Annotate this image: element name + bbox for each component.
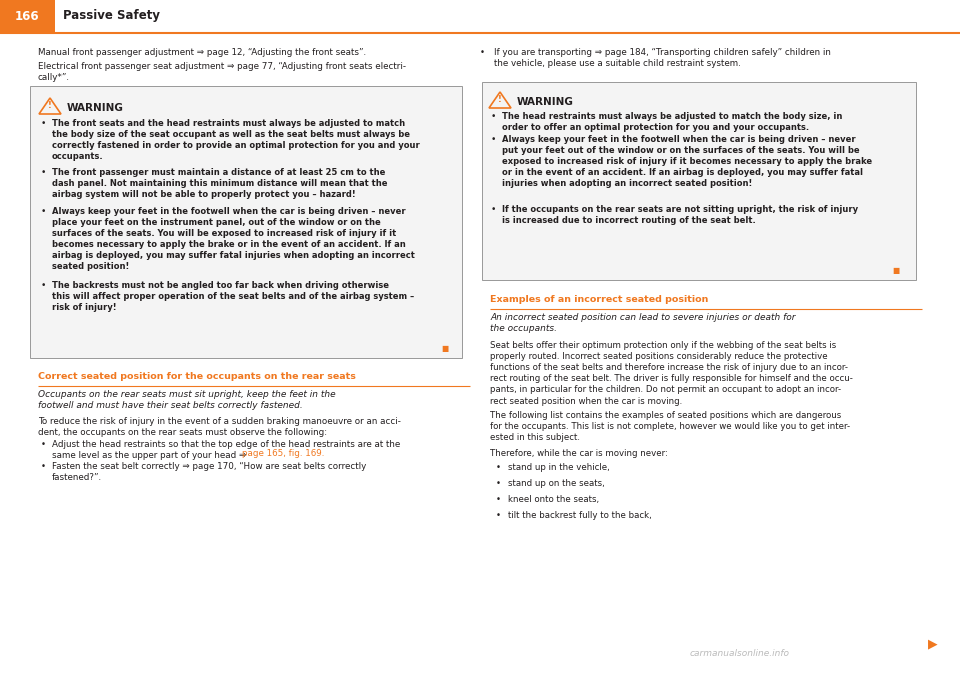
Text: page 165, fig. 169.: page 165, fig. 169. bbox=[242, 449, 324, 458]
Text: Therefore, while the car is moving never:: Therefore, while the car is moving never… bbox=[490, 449, 668, 458]
Text: The following list contains the examples of seated positions which are dangerous: The following list contains the examples… bbox=[490, 411, 851, 442]
Bar bbox=[0, 0, 55, 32]
Text: To reduce the risk of injury in the event of a sudden braking manoeuvre or an ac: To reduce the risk of injury in the even… bbox=[38, 417, 401, 437]
Text: Manual front passenger adjustment ⇒ page 12, “Adjusting the front seats”.: Manual front passenger adjustment ⇒ page… bbox=[38, 48, 366, 57]
Polygon shape bbox=[39, 98, 61, 114]
Text: The front seats and the head restraints must always be adjusted to match
the bod: The front seats and the head restraints … bbox=[52, 119, 420, 161]
Text: ■: ■ bbox=[442, 344, 449, 353]
Text: Electrical front passenger seat adjustment ⇒ page 77, “Adjusting front seats ele: Electrical front passenger seat adjustme… bbox=[38, 62, 406, 83]
Text: •: • bbox=[40, 119, 46, 128]
Text: !: ! bbox=[48, 102, 52, 110]
Text: The head restraints must always be adjusted to match the body size, in
order to : The head restraints must always be adjus… bbox=[502, 112, 842, 132]
Text: 166: 166 bbox=[14, 9, 39, 22]
Text: If the occupants on the rear seats are not sitting upright, the risk of injury
i: If the occupants on the rear seats are n… bbox=[502, 205, 858, 225]
Text: •: • bbox=[491, 135, 495, 144]
Text: •: • bbox=[40, 440, 45, 449]
Text: The front passenger must maintain a distance of at least 25 cm to the
dash panel: The front passenger must maintain a dist… bbox=[52, 168, 388, 199]
Polygon shape bbox=[489, 92, 511, 108]
Text: Fasten the seat belt correctly ⇒ page 170, “How are seat belts correctly
fastene: Fasten the seat belt correctly ⇒ page 17… bbox=[52, 462, 367, 483]
Text: Occupants on the rear seats must sit upright, keep the feet in the
footwell and : Occupants on the rear seats must sit upr… bbox=[38, 390, 336, 411]
Text: Always keep your feet in the footwell when the car is being driven – never
put y: Always keep your feet in the footwell wh… bbox=[502, 135, 872, 188]
Text: !: ! bbox=[498, 96, 502, 104]
Text: •: • bbox=[40, 462, 45, 471]
Text: tilt the backrest fully to the back,: tilt the backrest fully to the back, bbox=[508, 511, 652, 520]
Text: •: • bbox=[495, 463, 500, 472]
Text: •: • bbox=[40, 207, 46, 216]
Text: carmanualsonline.info: carmanualsonline.info bbox=[690, 649, 790, 658]
Text: •: • bbox=[491, 112, 495, 121]
Text: stand up in the vehicle,: stand up in the vehicle, bbox=[508, 463, 610, 472]
Text: Always keep your feet in the footwell when the car is being driven – never
place: Always keep your feet in the footwell wh… bbox=[52, 207, 415, 271]
Text: Seat belts offer their optimum protection only if the webbing of the seat belts : Seat belts offer their optimum protectio… bbox=[490, 341, 852, 406]
Text: Examples of an incorrect seated position: Examples of an incorrect seated position bbox=[490, 295, 708, 304]
Text: •: • bbox=[40, 168, 46, 177]
Text: •: • bbox=[40, 281, 46, 290]
Text: Adjust the head restraints so that the top edge of the head restraints are at th: Adjust the head restraints so that the t… bbox=[52, 440, 400, 460]
Bar bbox=[30, 86, 462, 358]
Text: ■: ■ bbox=[893, 266, 900, 275]
Text: An incorrect seated position can lead to severe injuries or death for
the occupa: An incorrect seated position can lead to… bbox=[490, 313, 796, 333]
Text: •: • bbox=[495, 495, 500, 504]
Text: The backrests must not be angled too far back when driving otherwise
this will a: The backrests must not be angled too far… bbox=[52, 281, 415, 312]
Text: •: • bbox=[495, 511, 500, 520]
Text: Passive Safety: Passive Safety bbox=[63, 9, 160, 22]
Text: Correct seated position for the occupants on the rear seats: Correct seated position for the occupant… bbox=[38, 372, 356, 381]
Text: stand up on the seats,: stand up on the seats, bbox=[508, 479, 605, 488]
Text: If you are transporting ⇒ page 184, “Transporting children safely” children in
t: If you are transporting ⇒ page 184, “Tra… bbox=[494, 48, 830, 69]
Text: ▶: ▶ bbox=[928, 637, 938, 650]
Text: •: • bbox=[495, 479, 500, 488]
Text: kneel onto the seats,: kneel onto the seats, bbox=[508, 495, 599, 504]
Text: •: • bbox=[491, 205, 495, 214]
Text: •: • bbox=[479, 48, 485, 57]
Text: WARNING: WARNING bbox=[517, 97, 574, 107]
Text: WARNING: WARNING bbox=[67, 103, 124, 113]
Bar bbox=[482, 82, 916, 280]
